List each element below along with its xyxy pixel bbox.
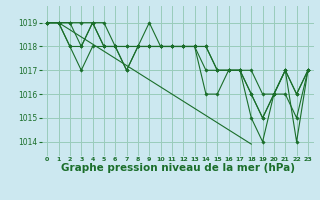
X-axis label: Graphe pression niveau de la mer (hPa): Graphe pression niveau de la mer (hPa): [60, 163, 295, 173]
